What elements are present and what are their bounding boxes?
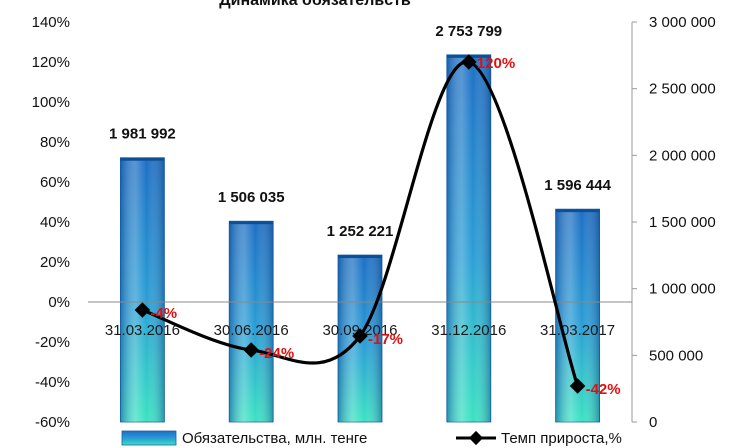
bar-value-label: 1 506 035 [218,189,285,206]
left-axis-tick-label: 140% [32,14,70,31]
bar-value-label: 1 596 444 [544,177,611,194]
left-axis-tick-label: -20% [35,334,70,351]
bar-top-edge [120,157,165,161]
bar-value-labels: 1 981 992 1 506 035 1 252 221 2 753 799 1 59… [109,23,612,240]
bar-value-label: 2 753 799 [435,23,502,40]
bar-shine [446,54,491,422]
left-axis-tick-label: 100% [32,94,70,111]
right-axis-tick-label: 1 000 000 [649,281,716,298]
growth-rate-label: 120% [477,55,515,72]
left-axis-tick-label: 80% [40,134,70,151]
right-axis-tick-label: 500 000 [649,347,703,364]
right-axis-tick-label: 0 [649,414,657,431]
left-axis-tick-label: -40% [35,374,70,391]
bar-value-label: 1 252 221 [327,223,394,240]
right-y-axis: 0 500 000 1 000 000 1 500 000 2 000 000 2 500… [631,14,716,431]
x-tick-label: 31.12.2016 [431,322,506,339]
chart-title: Динамика обязательств [219,0,411,9]
legend-bar-swatch [121,430,177,446]
growth-rate-marker [243,342,259,358]
legend-line-marker [468,430,484,446]
growth-rate-labels: -4% -24% -17% 120% -42% [150,55,620,398]
right-axis-tick-label: 3 000 000 [649,14,716,31]
bar [228,220,274,423]
x-tick-label: 31.03.2016 [105,322,180,339]
x-tick-label: 31.03.2017 [540,322,615,339]
growth-rate-label: -42% [586,381,621,398]
bar [446,54,492,423]
legend-line-label: Темп прироста,% [501,430,622,447]
bar-shine [120,157,165,422]
legend: Обязательства, млн. тенге Темп прироста,… [121,430,622,447]
growth-rate-label: -17% [368,331,403,348]
right-axis-tick-label: 2 500 000 [649,81,716,98]
left-axis-tick-label: 20% [40,254,70,271]
bar-top-edge [338,255,382,259]
left-axis-tick-label: 60% [40,174,70,191]
growth-rate-label: -4% [150,305,177,322]
growth-rate-label: -24% [259,345,294,362]
growth-rate-marker [134,302,151,318]
bar-value-label: 1 981 992 [109,126,176,143]
legend-bar-label: Обязательства, млн. тенге [182,430,367,447]
bar-top-edge [229,221,274,225]
left-axis-tick-label: 0% [48,294,70,311]
bar [120,157,165,423]
bar-shine [229,221,274,422]
left-axis-tick-label: -60% [35,414,70,431]
left-y-axis: -60% -40% -20% 0% 20% 40% 60% 80% 100% 120% 140% [32,14,70,431]
right-axis-tick-label: 2 000 000 [649,147,716,164]
bar-top-edge [555,209,600,213]
left-axis-tick-label: 120% [32,54,70,71]
x-tick-label: 30.06.2016 [214,322,289,339]
right-axis-tick-label: 1 500 000 [649,214,716,231]
left-axis-tick-label: 40% [40,214,70,231]
x-axis-tick-labels: 31.03.201630.06.201630.09.201631.12.2016… [105,322,615,339]
